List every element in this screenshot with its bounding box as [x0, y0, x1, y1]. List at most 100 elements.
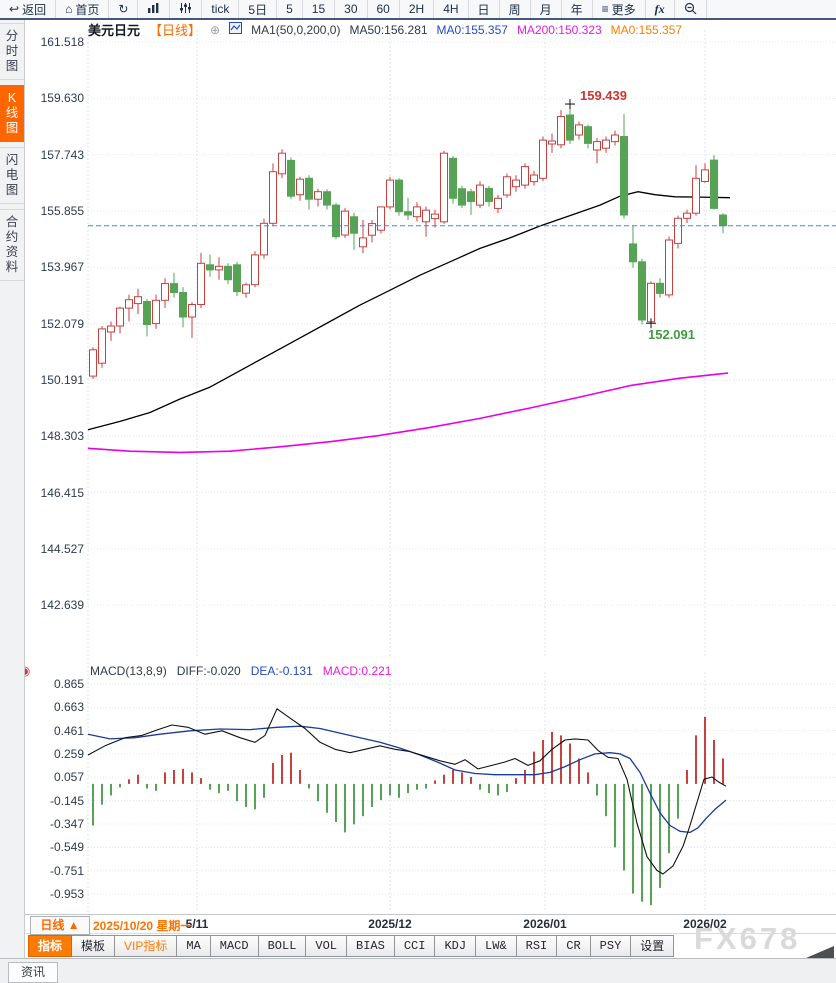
resize-corner[interactable] [806, 946, 834, 958]
candle [233, 261, 241, 297]
zoom-out-icon [684, 2, 697, 17]
toolbar-5d-button[interactable]: 5日 [239, 0, 278, 18]
indicator-tab-ma[interactable]: MA [177, 935, 211, 957]
macd-y-axis-label: 0.461 [53, 723, 84, 738]
chart-title-row: 美元日元 【日线】 ⊕ MA1(50,0,200,0) MA50:156.281… [88, 20, 682, 39]
candle [620, 114, 628, 219]
toolbar-day-button[interactable]: 日 [469, 0, 500, 18]
toolbar-refresh-icon[interactable]: ↻ [109, 0, 139, 18]
candle [476, 181, 484, 209]
sidebar-item-time-chart[interactable]: 分时图 [0, 23, 24, 80]
indicator-tab-cr[interactable]: CR [557, 935, 591, 957]
candle [143, 299, 151, 337]
home-icon: ⌂ [65, 2, 73, 16]
macd-header-row: MACD(13,8,9) DIFF:-0.020 DEA:-0.131 MACD… [90, 664, 391, 678]
toolbar-zoom-out-icon[interactable] [675, 0, 707, 18]
toolbar-m30-button[interactable]: 30 [335, 0, 368, 18]
toolbar-label: tick [211, 2, 230, 16]
candle [377, 206, 385, 234]
sidebar-item-lightning-chart[interactable]: 闪电图 [0, 147, 24, 204]
candle [656, 278, 664, 298]
toolbar-label: 返回 [22, 2, 47, 17]
toolbar-m60-button[interactable]: 60 [368, 0, 400, 18]
add-overlay-icon[interactable]: ⊕ [210, 22, 221, 37]
toolbar-label: 更多 [611, 2, 636, 17]
indicator-tab-indicators[interactable]: 指标 [28, 935, 73, 957]
x-axis-label: 5/11 [185, 917, 209, 931]
candle [278, 149, 286, 179]
indicator-tab-rsi[interactable]: RSI [516, 935, 558, 957]
sliders-icon [179, 2, 192, 16]
toolbar-fx-button[interactable]: fx [646, 0, 675, 18]
x-axis-label: 2025/12 [368, 917, 412, 931]
toolbar-more-button[interactable]: ≡ 更多 [593, 0, 646, 18]
candle [494, 194, 502, 214]
main-y-axis-label: 161.518 [40, 35, 84, 49]
candle [197, 252, 205, 309]
candle [179, 287, 187, 328]
candle [512, 175, 520, 192]
candle [593, 138, 601, 164]
toolbar-tick-button[interactable]: tick [202, 0, 240, 18]
watermark: FX678 [694, 921, 801, 956]
indicator-tab-vip-indicators[interactable]: VIP指标 [115, 935, 178, 957]
indicator-tab-settings[interactable]: 设置 [631, 935, 675, 957]
indicator-tab-boll[interactable]: BOLL [258, 935, 307, 957]
indicator-tab-macd[interactable]: MACD [210, 935, 259, 957]
diff-value: DIFF:-0.020 [176, 664, 241, 678]
indicator-tab-cci[interactable]: CCI [394, 935, 436, 957]
candle [584, 124, 592, 149]
toolbar-month-button[interactable]: 月 [531, 0, 562, 18]
candle [701, 163, 709, 183]
candle [449, 155, 457, 204]
toolbar-h2-button[interactable]: 2H [400, 0, 435, 18]
candle [152, 294, 160, 329]
indicator-tab-lw[interactable]: LW& [476, 935, 517, 957]
candle [269, 163, 277, 226]
main-y-axis-label: 153.967 [40, 260, 84, 275]
candle [647, 281, 655, 324]
toolbar-week-button[interactable]: 周 [500, 0, 531, 18]
toolbar-home-button[interactable]: ⌂ 首页 [56, 0, 110, 18]
toolbar-label: 月 [539, 2, 552, 17]
period-selector[interactable]: 日线 ▲ [30, 916, 90, 935]
toolbar-chart-type-icon[interactable] [138, 0, 171, 18]
sidebar-item-kline-chart[interactable]: K线图 [0, 85, 24, 142]
macd-y-axis-label: -0.953 [49, 886, 84, 901]
toolbar-indicator-settings-icon[interactable] [170, 0, 203, 18]
instrument-name: 美元日元 [88, 23, 141, 38]
toolbar-label: 2H [408, 2, 425, 16]
candle [431, 209, 439, 228]
toolbar-m15-button[interactable]: 15 [303, 0, 336, 18]
candle [485, 185, 493, 207]
indicator-tab-bias[interactable]: BIAS [347, 935, 395, 957]
candle [530, 170, 538, 186]
toolbar-back-button[interactable]: ↩ 返回 [0, 0, 57, 18]
candle [458, 185, 466, 209]
panel-separator [0, 914, 836, 915]
indicator-tab-psy[interactable]: PSY [590, 935, 632, 957]
indicator-tab-kdj[interactable]: KDJ [435, 935, 477, 957]
indicator-tab-vol[interactable]: VOL [306, 935, 348, 957]
macd-y-axis-label: 0.865 [53, 677, 84, 691]
candle [350, 212, 358, 250]
toolbar-h4-button[interactable]: 4H [434, 0, 469, 18]
sidebar-item-label: 分时图 [5, 29, 19, 73]
candle [710, 155, 718, 210]
candle [602, 136, 610, 153]
toolbar-m5-button[interactable]: 5 [277, 0, 303, 18]
candle [413, 202, 421, 222]
news-tab[interactable]: 资讯 [8, 962, 58, 983]
main-y-axis-label: 148.303 [40, 429, 84, 444]
indicator-tab-templates[interactable]: 模板 [72, 935, 116, 957]
main-y-axis-label: 152.079 [40, 316, 84, 331]
chart-icon [147, 2, 160, 16]
toolbar-year-button[interactable]: 年 [562, 0, 593, 18]
sidebar-item-label: K线图 [5, 91, 19, 135]
candle [107, 321, 115, 341]
x-axis-label: 2026/02 [683, 917, 727, 931]
sidebar-item-contract-info[interactable]: 合约资料 [0, 209, 24, 281]
toolbar-label: 5日 [248, 2, 268, 17]
candle [296, 176, 304, 201]
